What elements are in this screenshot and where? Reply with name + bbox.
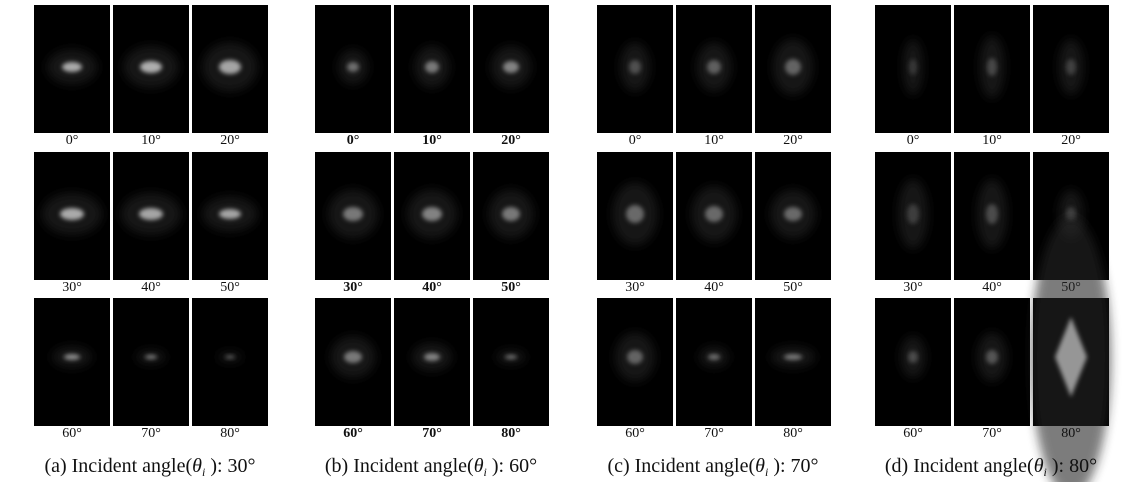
spot — [343, 207, 363, 221]
spot — [907, 204, 919, 224]
angle-label: 40° — [982, 280, 1002, 295]
spot — [908, 351, 918, 363]
angle-label: 70° — [982, 426, 1002, 441]
angle-label: 20° — [220, 133, 240, 148]
caption-text: ): 60° — [487, 455, 537, 477]
spot — [909, 59, 917, 75]
caption: (a) Incident angle(θi ): 30° — [44, 455, 255, 479]
angle-label: 30° — [903, 280, 923, 295]
spot — [708, 354, 720, 360]
caption: (b) Incident angle(θi ): 60° — [325, 455, 537, 479]
spot — [629, 60, 641, 74]
caption-symbol: θ — [474, 455, 484, 477]
spot — [986, 204, 998, 224]
spot — [705, 206, 723, 222]
angle-label: 60° — [625, 426, 645, 441]
caption-symbol: θ — [1034, 455, 1044, 477]
spot — [784, 207, 802, 221]
spot — [62, 62, 82, 72]
caption-text: (c) Incident angle( — [607, 455, 755, 477]
spot — [627, 350, 643, 364]
angle-label: 60° — [343, 426, 363, 441]
spot — [219, 209, 241, 219]
angle-label: 30° — [625, 280, 645, 295]
spot — [64, 354, 80, 360]
spot — [219, 60, 241, 74]
caption-subscript: i — [765, 465, 768, 479]
angle-label: 50° — [220, 280, 240, 295]
spot — [707, 60, 721, 74]
spot — [140, 61, 162, 73]
spot — [145, 355, 157, 359]
caption-subscript: i — [202, 465, 205, 479]
caption: (c) Incident angle(θi ): 70° — [607, 455, 818, 479]
caption: (d) Incident angle(θi ): 80° — [885, 455, 1097, 479]
caption-text: (b) Incident angle( — [325, 455, 474, 477]
caption-text: ): 80° — [1047, 455, 1097, 477]
caption-symbol: θ — [192, 455, 202, 477]
caption-text: (d) Incident angle( — [885, 455, 1034, 477]
spot — [1066, 59, 1076, 75]
angle-label: 10° — [141, 133, 161, 148]
angle-label: 10° — [422, 133, 442, 148]
angle-label: 80° — [1061, 426, 1081, 441]
panel: 0° 10° 20° 30° 40° 50° 60° 70° 80° (a) Incident a… — [34, 5, 268, 479]
caption-text: ): 30° — [205, 455, 255, 477]
caption-text: (a) Incident angle( — [44, 455, 192, 477]
panel: 0°10°20°30°40°50°60°70°80°(d) Incident a… — [875, 5, 1111, 482]
spot — [626, 205, 644, 223]
angle-label: 30° — [343, 280, 363, 295]
angle-label: 60° — [62, 426, 82, 441]
angle-label: 80° — [220, 426, 240, 441]
angle-label: 20° — [501, 133, 521, 148]
angle-label: 40° — [704, 280, 724, 295]
angle-label: 20° — [783, 133, 803, 148]
caption-text: ): 70° — [768, 455, 818, 477]
angle-label: 50° — [783, 280, 803, 295]
angle-label: 30° — [62, 280, 82, 295]
spot — [424, 353, 440, 361]
spot — [422, 207, 442, 221]
angle-label: 80° — [501, 426, 521, 441]
angle-label: 70° — [141, 426, 161, 441]
spot — [344, 351, 362, 363]
angle-label: 60° — [903, 426, 923, 441]
spot — [1055, 317, 1087, 397]
angle-label: 0° — [347, 133, 360, 148]
caption-symbol: θ — [755, 455, 765, 477]
angle-label: 80° — [783, 426, 803, 441]
angle-label: 10° — [704, 133, 724, 148]
angle-label: 10° — [982, 133, 1002, 148]
spot — [347, 62, 359, 72]
spot — [502, 207, 520, 221]
spot — [503, 61, 519, 73]
angle-label: 40° — [422, 280, 442, 295]
spot — [60, 208, 84, 220]
angle-label: 40° — [141, 280, 161, 295]
angle-label: 20° — [1061, 133, 1081, 148]
angle-label: 0° — [66, 133, 79, 148]
angle-label: 70° — [704, 426, 724, 441]
spot — [986, 350, 998, 364]
angle-label: 0° — [907, 133, 920, 148]
spot — [139, 208, 163, 220]
angle-label: 70° — [422, 426, 442, 441]
spot — [505, 355, 517, 359]
spot — [784, 354, 802, 360]
angle-label: 50° — [501, 280, 521, 295]
caption-subscript: i — [1044, 465, 1047, 479]
angle-label: 0° — [629, 133, 642, 148]
spot — [225, 355, 235, 359]
panel: 0° 10° 20° 30° 40° 50° 60° 70° 80° (b) Incident a… — [315, 5, 549, 479]
spot — [785, 59, 801, 75]
panel: 0° 10° 20° 30° 40° 50° 60° 70° 80° (c) Incident a… — [597, 5, 831, 479]
spot — [987, 58, 997, 76]
spot — [425, 61, 439, 73]
caption-subscript: i — [484, 465, 487, 479]
